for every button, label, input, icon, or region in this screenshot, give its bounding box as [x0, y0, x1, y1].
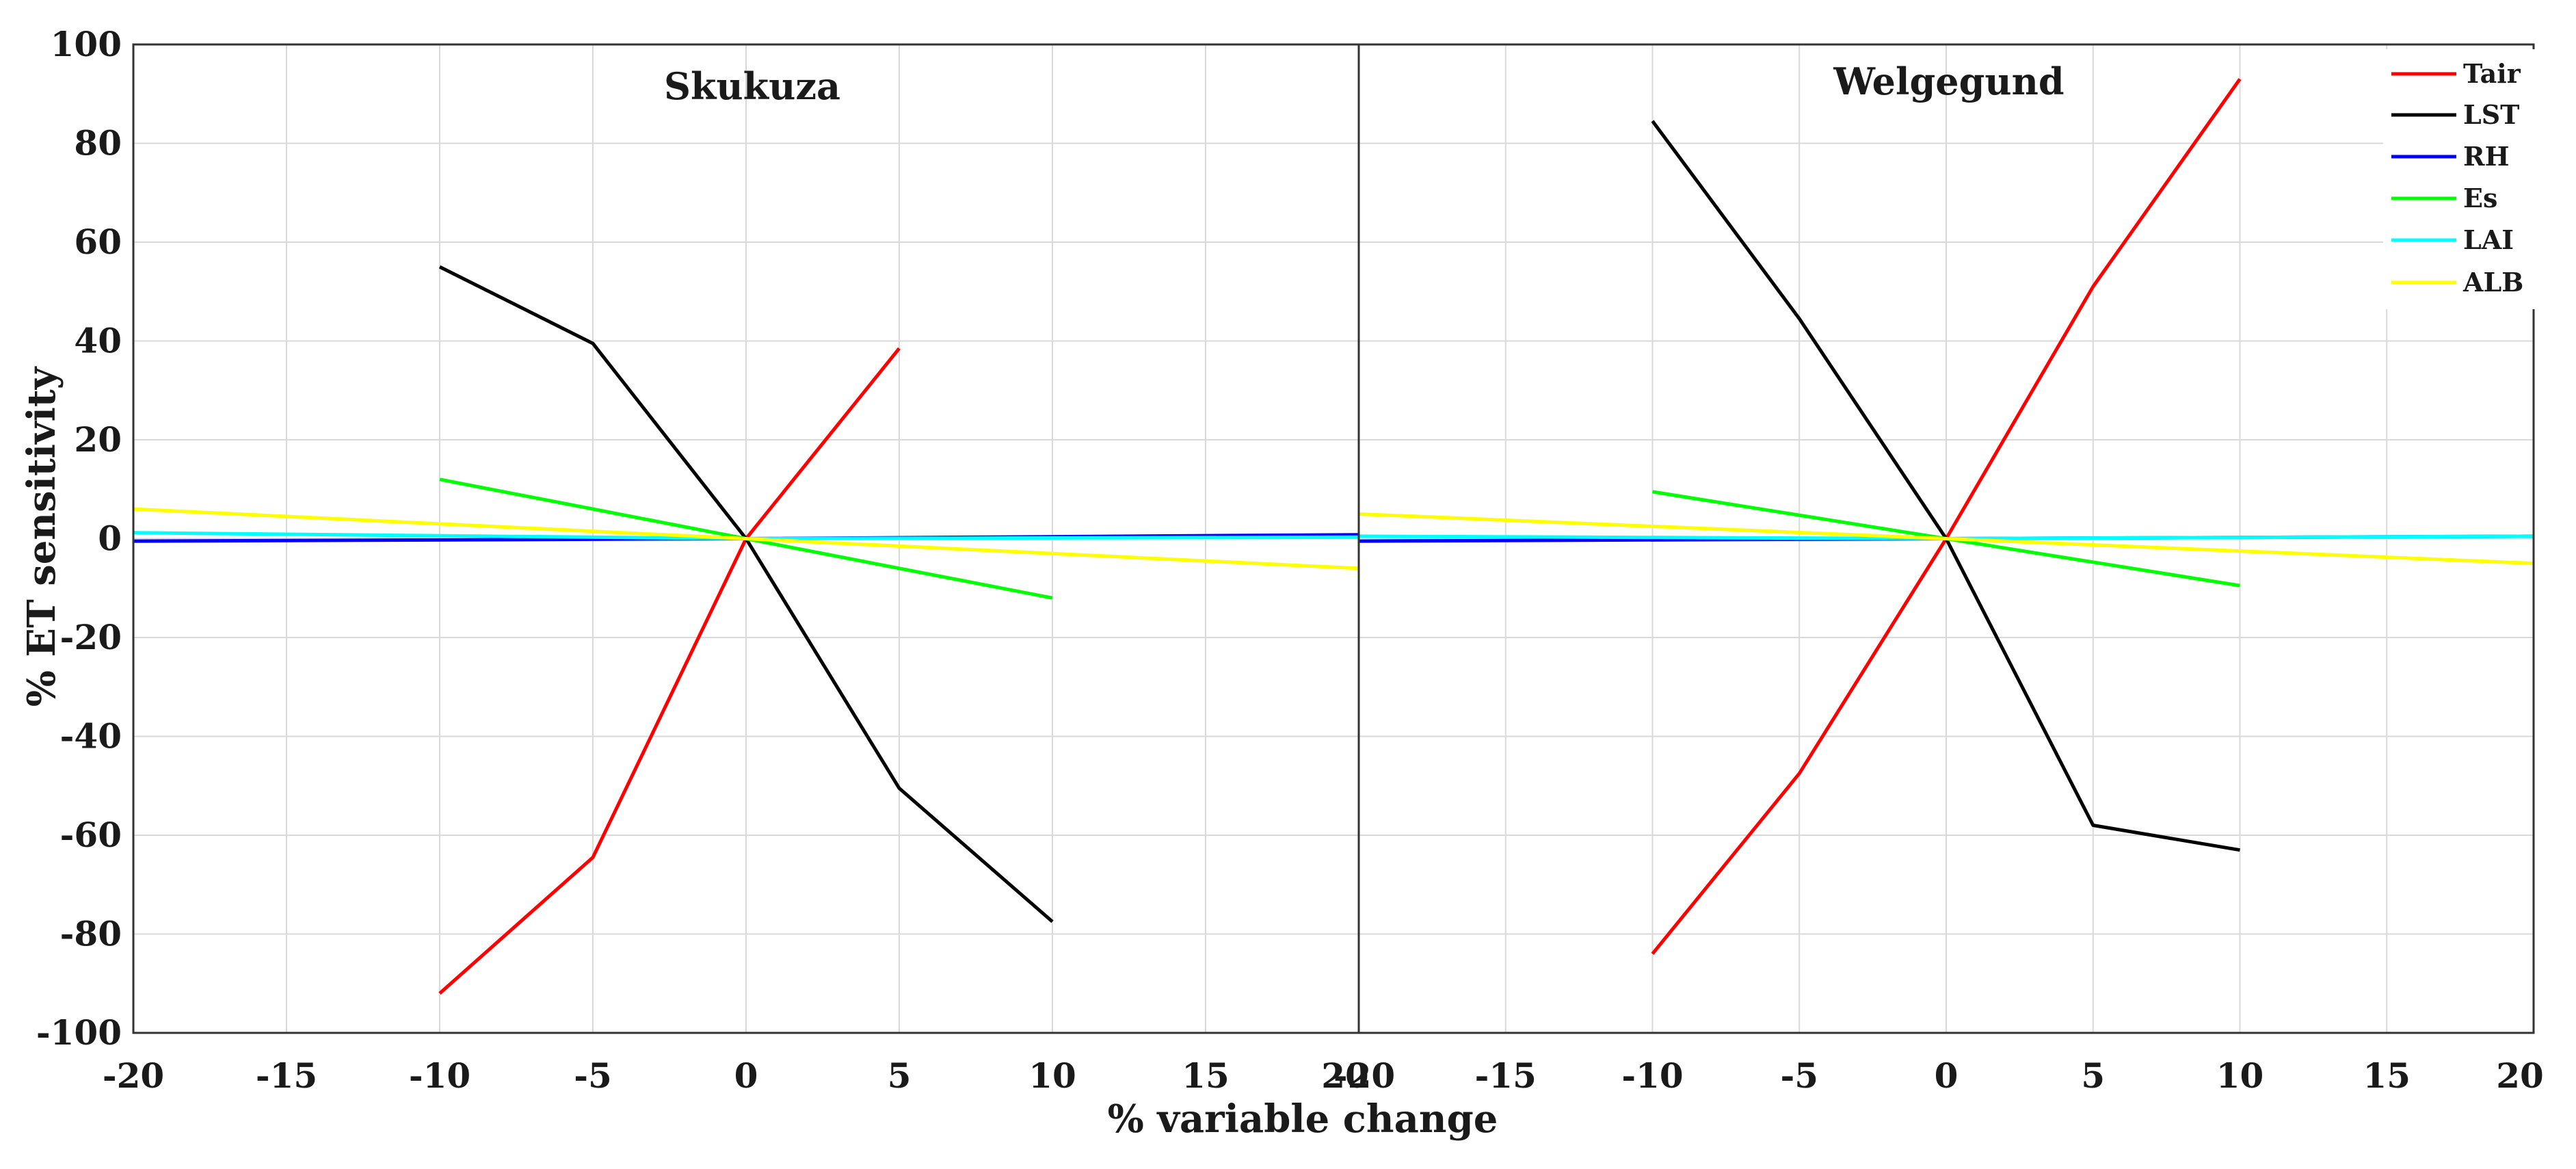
legend-item-rh: RH [2391, 141, 2509, 172]
x-tick-label-right-7: 15 [2363, 1055, 2411, 1096]
x-tick-label-right-0: -20 [1333, 1055, 1395, 1096]
tick-labels: -20 -15 -10 -5 0 5 10 15 20-20 -15 -10 -5 0 5 10 15 20-1… [36, 24, 2544, 1096]
y-axis-title: % ET sensitivity [19, 366, 64, 707]
y-tick-label-10: 100 [51, 24, 122, 64]
x-tick-label-right-5: 5 [2081, 1055, 2105, 1096]
x-tick-label-left-5: 5 [888, 1055, 912, 1096]
y-tick-label-1: -80 [60, 914, 122, 954]
legend-label-lst: LST [2463, 99, 2519, 130]
x-tick-label-left-4: 0 [734, 1055, 758, 1096]
series-line-right-alb [1358, 512, 2534, 566]
legend-box [2383, 49, 2542, 309]
x-tick-label-right-4: 0 [1935, 1055, 1958, 1096]
x-axis-title: % variable change [1108, 1096, 1498, 1142]
legend-label-lai: LAI [2463, 224, 2514, 255]
y-tick-label-3: -40 [60, 716, 122, 757]
series-line-left-tair [438, 347, 901, 995]
legend-item-alb: ALB [2391, 267, 2523, 298]
legend: Tair LST RH Es LAI ALB [2383, 49, 2542, 309]
legend-label-tair: Tair [2463, 58, 2521, 89]
panel-title-right: Welgegund [1833, 60, 2064, 103]
x-tick-label-right-6: 10 [2216, 1055, 2264, 1096]
x-tick-label-right-3: -5 [1780, 1055, 1818, 1096]
panel-frame-right [1357, 43, 2535, 1034]
panel-title-left: Skukuza [664, 64, 840, 108]
x-tick-label-left-7: 15 [1182, 1055, 1230, 1096]
axes-frame [132, 43, 2535, 1034]
x-tick-label-left-1: -15 [256, 1055, 317, 1096]
y-tick-label-4: -20 [60, 617, 122, 657]
x-tick-label-left-0: -20 [103, 1055, 164, 1096]
y-tick-label-5: 0 [98, 518, 122, 559]
legend-label-alb: ALB [2462, 267, 2523, 298]
x-tick-label-right-8: 20 [2496, 1055, 2544, 1096]
legend-item-lai: LAI [2391, 224, 2514, 255]
x-tick-label-left-8: 20 [1321, 1055, 1369, 1096]
y-tick-label-6: 20 [74, 419, 122, 460]
legend-item-es: Es [2391, 183, 2497, 213]
legend-label-es: Es [2463, 183, 2497, 213]
y-tick-label-8: 60 [74, 222, 122, 262]
series-line-left-alb [133, 507, 1359, 570]
y-tick-label-0: -100 [36, 1012, 122, 1053]
y-tick-label-9: 80 [74, 123, 122, 163]
x-tick-label-left-3: -5 [574, 1055, 612, 1096]
y-tick-label-2: -60 [60, 815, 122, 855]
x-tick-label-right-1: -15 [1475, 1055, 1537, 1096]
legend-item-lst: LST [2391, 99, 2519, 130]
series-group [133, 78, 2534, 995]
x-tick-label-left-2: -10 [409, 1055, 470, 1096]
x-tick-label-left-6: 10 [1028, 1055, 1076, 1096]
y-tick-label-7: 40 [74, 321, 122, 361]
legend-item-tair: Tair [2391, 58, 2521, 89]
x-tick-label-right-2: -10 [1621, 1055, 1683, 1096]
legend-label-rh: RH [2463, 141, 2509, 172]
